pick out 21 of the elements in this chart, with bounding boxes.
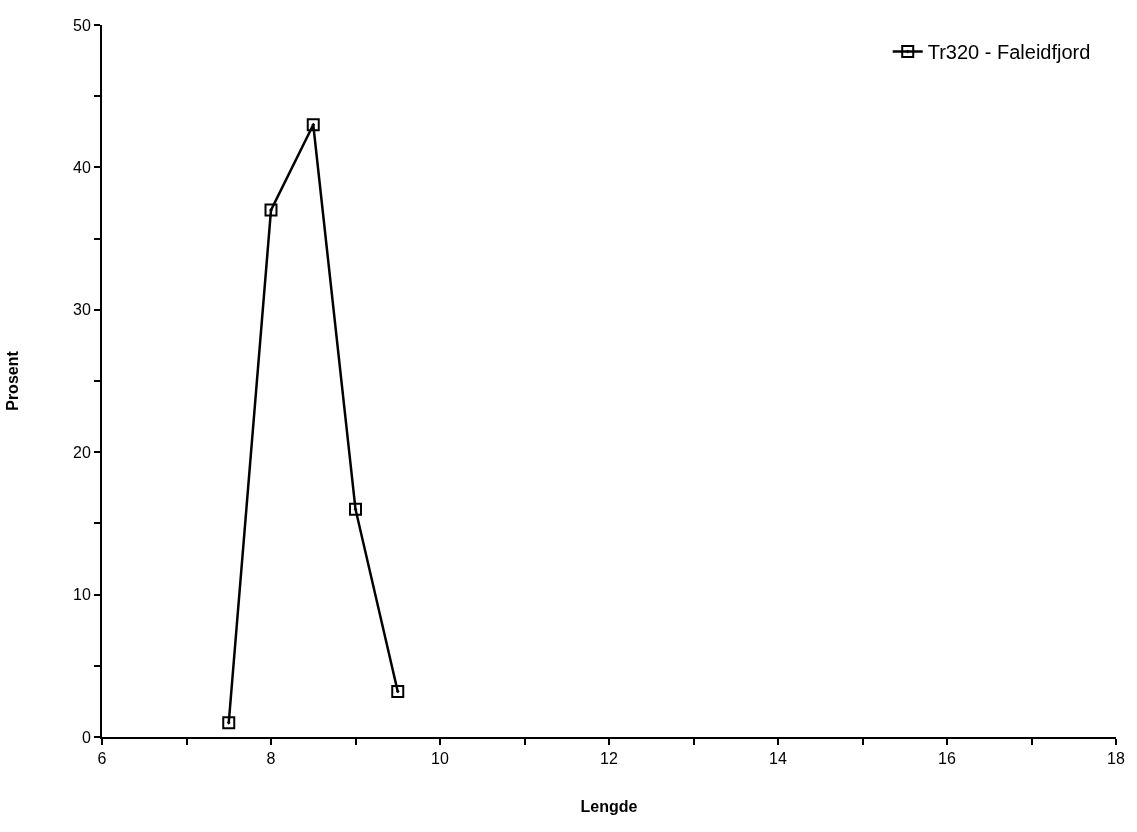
y-axis-title: Prosent (4, 350, 22, 411)
y-tick-label: 0 (81, 728, 91, 746)
x-tick-label: 18 (1107, 750, 1125, 768)
point (264, 203, 278, 217)
y-tick-label: 10 (73, 586, 91, 604)
x-axis-title: Lengde (580, 798, 638, 816)
y-tick-label: 30 (73, 301, 91, 319)
y-tick-label: 50 (73, 16, 91, 34)
x-tick-label: 12 (600, 750, 618, 768)
x-tick-label: 10 (431, 750, 449, 768)
y-tick-label: 40 (73, 159, 91, 176)
point (391, 684, 405, 698)
point (306, 118, 320, 132)
point (222, 716, 236, 730)
point (349, 502, 362, 516)
legend-label: Tr320 - Faleidfjord (927, 41, 1091, 64)
x-tick-label: 14 (769, 750, 787, 768)
x-tick-label: 8 (266, 750, 276, 768)
y-tick-label: 20 (73, 443, 91, 461)
x-tick-label: 6 (97, 750, 107, 768)
x-tick-label: 16 (938, 750, 956, 768)
